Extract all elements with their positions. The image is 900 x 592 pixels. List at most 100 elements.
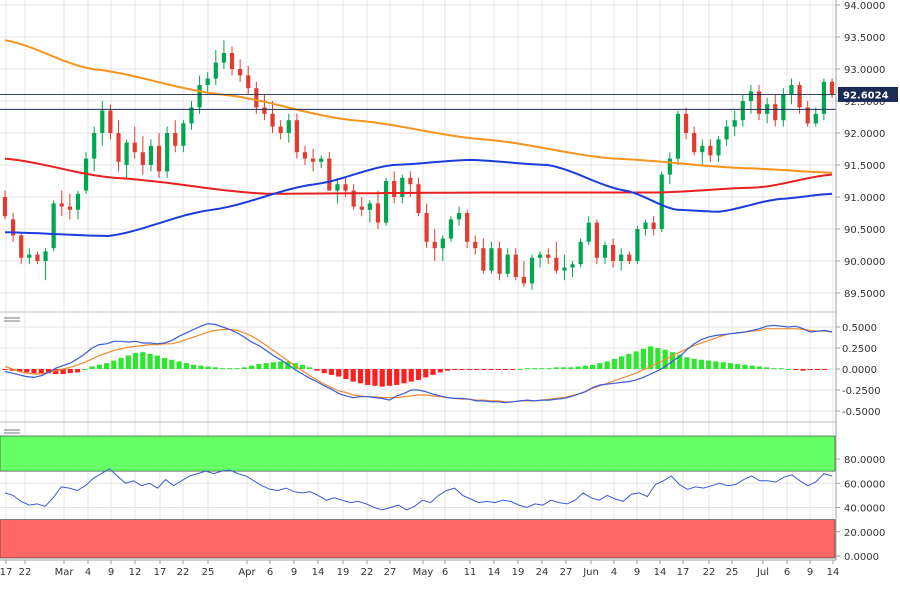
- macd-hist-bar-52: [379, 369, 385, 387]
- candle-body-89: [724, 126, 729, 140]
- candle-body-82: [667, 158, 672, 175]
- macd-hist-bar-17: [125, 355, 131, 369]
- macd-hist-bar-2: [16, 369, 23, 372]
- macd-hist-bar-1: [9, 369, 15, 371]
- grid-lines: [0, 0, 836, 558]
- candle-body-3: [27, 254, 32, 258]
- panel-chrome: [0, 311, 836, 434]
- candle-body-69: [562, 267, 567, 271]
- candle-body-13: [108, 110, 113, 133]
- macd-hist-bar-18: [132, 353, 139, 369]
- macd-hist-bar-113: [822, 369, 828, 370]
- macd-hist-bar-66: [481, 369, 487, 370]
- candle-body-83: [675, 113, 681, 159]
- candle-body-16: [132, 142, 137, 153]
- candle-body-77: [627, 254, 632, 261]
- sma-mid-line: [4, 157, 833, 195]
- macd-hist-bar-93: [677, 354, 683, 369]
- macd-hist-bar-57: [415, 369, 422, 380]
- macd-hist-bar-47: [343, 369, 349, 380]
- sma-short-line: [4, 158, 833, 238]
- candle-body-59: [481, 248, 486, 271]
- candle-body-2: [19, 235, 24, 258]
- macd-hist-bar-10: [74, 369, 81, 373]
- price-ytick-label-7: 90.5000: [844, 225, 885, 236]
- candle-body-29: [238, 69, 243, 76]
- macd-hist-bar-9: [67, 369, 73, 374]
- candle-body-90: [732, 120, 737, 127]
- macd-hist-bar-81: [590, 364, 596, 369]
- candle-body-99: [805, 107, 810, 124]
- candle-body-95: [773, 104, 778, 121]
- candle-body-6: [51, 203, 56, 249]
- x-tick-label-5: 12: [129, 567, 142, 578]
- candle-body-71: [578, 241, 583, 265]
- candle-body-88: [716, 139, 721, 156]
- macd-hist-bar-14: [103, 363, 110, 369]
- x-tick-label-33: 14: [827, 567, 840, 578]
- candle-body-23: [189, 107, 194, 124]
- candle-body-31: [254, 88, 259, 108]
- candle-body-87: [708, 145, 713, 156]
- x-tick-label-6: 17: [154, 567, 167, 578]
- rsi-ytick-label-3: 20.0000: [844, 528, 885, 539]
- candle-body-51: [416, 184, 421, 213]
- macd-hist-bar-64: [466, 369, 472, 370]
- x-tick-label-28: 22: [703, 567, 716, 578]
- macd-hist-bar-104: [756, 366, 763, 369]
- x-tick-label-20: 19: [512, 567, 525, 578]
- macd-hist-bar-68: [495, 369, 501, 370]
- macd-hist-bar-110: [800, 369, 806, 371]
- macd-hist-bar-100: [727, 363, 734, 369]
- rsi-overbought-zone: [0, 435, 836, 472]
- macd-hist-bar-108: [785, 369, 792, 370]
- candle-body-22: [181, 123, 186, 146]
- macd-hist-bar-99: [720, 362, 726, 369]
- price-ytick-label-1: 93.5000: [844, 33, 885, 44]
- price-ytick-label-3: 92.5000: [844, 97, 885, 108]
- macd-hist-bar-92: [669, 352, 676, 369]
- macd-hist-bar-15: [111, 360, 117, 369]
- macd-hist-bar-61: [444, 369, 451, 371]
- candle-body-34: [278, 126, 283, 133]
- rsi-ytick-label-4: 0.0000: [844, 552, 879, 563]
- candle-body-30: [246, 75, 251, 89]
- macd-hist-bar-83: [604, 361, 610, 369]
- rsi-ytick-label-2: 40.0000: [844, 504, 885, 515]
- macd-hist-bar-3: [24, 369, 30, 373]
- candle-body-56: [456, 213, 462, 220]
- macd-hist-bar-35: [256, 363, 262, 369]
- candle-body-76: [619, 254, 624, 261]
- candle-body-48: [392, 181, 397, 197]
- macd-hist-bar-96: [698, 359, 705, 369]
- x-tick-label-0: 17: [0, 567, 12, 578]
- candle-body-65: [529, 257, 535, 284]
- x-tick-label-23: Jun: [582, 567, 599, 578]
- candle-body-80: [651, 222, 656, 229]
- x-tick-label-26: 14: [654, 567, 667, 578]
- x-tick-label-29: 25: [726, 567, 739, 578]
- x-tick-label-32: 9: [807, 567, 813, 578]
- candle-body-39: [319, 158, 324, 162]
- candle-body-70: [570, 264, 575, 268]
- candle-body-15: [124, 142, 129, 165]
- x-tick-label-31: 6: [784, 567, 790, 578]
- macd-hist-bar-90: [655, 348, 661, 369]
- candle-body-27: [221, 53, 227, 63]
- candle-body-24: [197, 85, 202, 108]
- candle-body-84: [683, 113, 689, 133]
- macd-ytick-label-3: -0.2500: [842, 386, 881, 397]
- candle-body-11: [92, 133, 97, 159]
- x-tick-label-17: 6: [442, 567, 448, 578]
- candle-body-55: [448, 219, 454, 239]
- candle-body-58: [473, 241, 478, 249]
- candle-body-67: [546, 254, 551, 258]
- macd-hist-bar-73: [531, 368, 538, 370]
- candle-body-66: [538, 254, 543, 258]
- macd-hist-bar-80: [582, 365, 588, 369]
- macd-hist-bar-31: [227, 368, 233, 370]
- macd-hist-bar-67: [488, 369, 494, 370]
- candle-body-85: [692, 133, 697, 153]
- macd-hist-bar-32: [234, 368, 240, 370]
- x-tick-label-9: Apr: [238, 567, 256, 578]
